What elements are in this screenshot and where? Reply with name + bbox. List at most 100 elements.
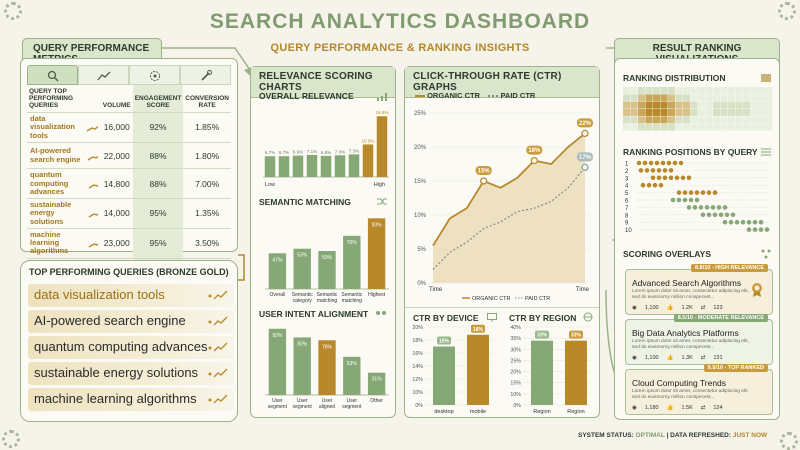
position-dot[interactable] — [650, 168, 656, 173]
position-dot[interactable] — [662, 168, 668, 173]
position-dot[interactable] — [678, 160, 684, 166]
query-cell[interactable]: AI-powered search engine — [27, 142, 101, 170]
position-dot[interactable] — [694, 190, 700, 195]
position-dot[interactable] — [680, 175, 686, 181]
table-row[interactable]: machine learning algorithms 23,000 95% 3.50… — [27, 228, 231, 259]
position-dot[interactable] — [658, 182, 664, 188]
table-row[interactable]: data visualization tools 16,000 92% 1.85% — [27, 112, 231, 143]
bar[interactable] — [348, 154, 360, 177]
bar[interactable] — [268, 253, 287, 289]
position-dot[interactable] — [728, 219, 734, 225]
bar[interactable] — [264, 156, 276, 177]
ctr-point[interactable] — [581, 129, 589, 138]
col-engagement[interactable]: ENGAGEMENT SCORE — [132, 85, 184, 113]
bar[interactable] — [367, 372, 386, 395]
position-dot[interactable] — [694, 197, 700, 203]
position-dot[interactable] — [644, 168, 650, 173]
position-dot[interactable] — [636, 160, 642, 166]
position-dot[interactable] — [652, 182, 658, 188]
position-dot[interactable] — [712, 190, 718, 195]
bar[interactable] — [293, 248, 311, 289]
col-volume[interactable]: VOLUME — [100, 85, 133, 113]
position-dot[interactable] — [700, 190, 706, 195]
table-row[interactable]: sustainable energy solutions 14,000 95% 1.3… — [27, 198, 231, 229]
position-dot[interactable] — [672, 160, 678, 166]
position-dot[interactable] — [746, 219, 752, 225]
table-row[interactable]: AI-powered search engine 22,000 88% 1.80% — [27, 142, 231, 170]
top-query-item[interactable]: quantum computing advances — [28, 336, 234, 359]
ctr-point[interactable] — [530, 156, 538, 165]
query-cell[interactable]: quantum computing advances — [27, 168, 101, 199]
position-dot[interactable] — [676, 197, 682, 203]
bar[interactable] — [362, 144, 374, 177]
position-dot[interactable] — [752, 227, 758, 232]
bar[interactable] — [433, 346, 455, 406]
position-dot[interactable] — [746, 227, 752, 232]
tab-search[interactable] — [27, 65, 78, 85]
position-dot[interactable] — [692, 205, 698, 210]
top-query-item[interactable]: sustainable energy solutions — [28, 362, 234, 385]
position-dot[interactable] — [704, 205, 710, 210]
ctr-point[interactable] — [480, 177, 488, 185]
position-dot[interactable] — [666, 160, 672, 166]
position-dot[interactable] — [706, 190, 712, 195]
position-dot[interactable] — [688, 197, 694, 203]
position-dot[interactable] — [646, 182, 652, 188]
position-dot[interactable] — [730, 212, 736, 218]
position-dot[interactable] — [656, 175, 662, 181]
position-dot[interactable] — [668, 175, 674, 181]
top-query-item[interactable]: AI-powered search engine — [28, 310, 234, 333]
position-dot[interactable] — [758, 227, 764, 232]
bar[interactable] — [367, 218, 386, 289]
position-dot[interactable] — [642, 160, 648, 166]
paid-ctr-line[interactable] — [432, 167, 586, 270]
position-dot[interactable] — [734, 219, 740, 225]
position-dot[interactable] — [740, 219, 746, 225]
position-dot[interactable] — [724, 212, 730, 218]
position-dot[interactable] — [764, 227, 770, 232]
organic-ctr-line[interactable] — [432, 132, 586, 247]
bar[interactable] — [268, 328, 287, 395]
tab-tool[interactable] — [180, 65, 231, 85]
position-dot[interactable] — [688, 190, 694, 195]
tab-target[interactable] — [129, 65, 180, 85]
col-conversion[interactable]: CONVERSION RATE — [183, 85, 231, 113]
position-dot[interactable] — [638, 168, 644, 173]
position-dot[interactable] — [648, 160, 654, 166]
position-dot[interactable] — [662, 175, 668, 181]
query-cell[interactable]: sustainable energy solutions — [27, 198, 101, 229]
bar[interactable] — [343, 235, 361, 289]
position-dot[interactable] — [706, 212, 712, 218]
position-dot[interactable] — [716, 205, 722, 210]
position-dot[interactable] — [656, 168, 662, 173]
bar[interactable] — [334, 155, 346, 177]
position-dot[interactable] — [710, 205, 716, 210]
scoring-card[interactable]: 8.5/10 - MODERATE RELEVANCE Big Data Anal… — [625, 314, 773, 365]
bar[interactable] — [467, 334, 489, 405]
position-dot[interactable] — [674, 175, 680, 181]
table-row[interactable]: quantum computing advances 14,800 88% 7.00% — [27, 168, 231, 199]
top-query-item[interactable]: machine learning algorithms — [28, 388, 234, 411]
query-cell[interactable]: machine learning algorithms — [27, 228, 101, 259]
bar[interactable] — [376, 116, 388, 177]
top-query-item[interactable]: data visualization tools — [28, 284, 234, 307]
bar[interactable] — [293, 337, 311, 395]
tab-trend[interactable] — [78, 65, 129, 85]
position-dot[interactable] — [712, 212, 718, 218]
position-dot[interactable] — [722, 205, 728, 210]
position-dot[interactable] — [752, 219, 758, 225]
bar[interactable] — [318, 340, 336, 395]
position-dot[interactable] — [640, 182, 646, 188]
position-dot[interactable] — [700, 212, 706, 218]
bar[interactable] — [343, 356, 361, 395]
bar[interactable] — [292, 155, 304, 177]
scoring-card[interactable]: 8.8/10 - HIGH RELEVANCE Advanced Search A… — [625, 264, 773, 315]
position-dot[interactable] — [660, 160, 666, 166]
position-dot[interactable] — [668, 168, 674, 173]
bar[interactable] — [320, 155, 332, 177]
position-dot[interactable] — [686, 175, 692, 181]
position-dot[interactable] — [650, 175, 656, 181]
position-dot[interactable] — [718, 212, 724, 218]
position-dot[interactable] — [722, 219, 728, 225]
position-dot[interactable] — [698, 205, 704, 210]
